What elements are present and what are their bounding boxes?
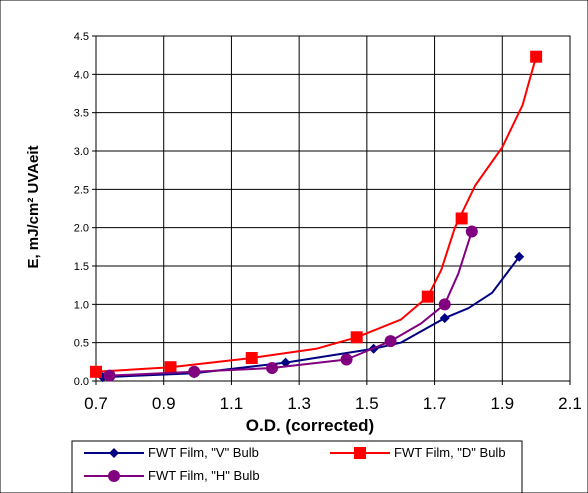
data-point xyxy=(103,369,116,382)
data-point xyxy=(266,361,279,374)
y-tick-label: 4.0 xyxy=(74,69,89,81)
legend-swatch-marker xyxy=(108,470,120,482)
legend: FWT Film, "V" Bulb FWT Film, "D" Bulb FWT … xyxy=(71,440,523,493)
legend-label: FWT Film, "D" Bulb xyxy=(394,445,506,460)
legend-swatch-marker xyxy=(109,448,119,458)
x-tick-label: 1.5 xyxy=(355,394,379,413)
y-tick-label: 0.0 xyxy=(74,376,89,388)
y-tick-label: 1.0 xyxy=(74,299,89,311)
data-point xyxy=(188,365,201,378)
data-point xyxy=(164,361,177,374)
legend-label: FWT Film, "H" Bulb xyxy=(148,468,260,483)
legend-swatch-marker xyxy=(354,447,366,459)
data-point xyxy=(350,331,363,344)
data-point xyxy=(90,365,102,378)
plot-area xyxy=(95,35,571,382)
x-tick-label: 1.1 xyxy=(220,394,244,413)
data-point xyxy=(340,353,353,366)
y-tick-label: 2.0 xyxy=(74,223,89,235)
y-tick-label: 4.5 xyxy=(74,31,89,43)
data-point xyxy=(280,357,291,368)
data-point xyxy=(530,50,543,63)
y-tick-label: 3.5 xyxy=(74,108,89,120)
y-tick-label: 2.5 xyxy=(74,184,89,196)
y-axis-ticks: 0.0 0.5 1.0 1.5 2.0 2.5 3.0 3.5 4.0 4.5 xyxy=(74,31,96,388)
data-point xyxy=(439,313,450,324)
y-tick-label: 1.5 xyxy=(74,261,89,273)
series-3 xyxy=(103,225,478,382)
data-point xyxy=(465,225,478,238)
data-point xyxy=(421,290,434,303)
data-point xyxy=(514,251,525,262)
chart-grid xyxy=(96,36,570,381)
x-axis-label: O.D. (corrected) xyxy=(246,416,374,435)
x-axis-ticks: 0.7 0.9 1.1 1.3 1.5 1.7 1.9 2.1 xyxy=(84,381,582,413)
data-point xyxy=(245,352,258,364)
x-tick-label: 1.3 xyxy=(287,394,311,413)
y-tick-label: 0.5 xyxy=(74,338,89,350)
series-2 xyxy=(90,50,543,378)
legend-label: FWT Film, "V" Bulb xyxy=(148,445,259,460)
y-axis-label: E, mJ/cm² UVAeit xyxy=(25,145,42,268)
series-layer xyxy=(90,50,543,383)
x-tick-label: 1.9 xyxy=(490,394,514,413)
data-point xyxy=(438,298,451,311)
legend-box xyxy=(71,440,523,493)
legend-entry: FWT Film, "V" Bulb xyxy=(84,445,259,460)
legend-entry: FWT Film, "D" Bulb xyxy=(330,445,506,460)
data-point xyxy=(384,335,397,348)
x-tick-label: 0.7 xyxy=(84,394,108,413)
data-point xyxy=(455,212,468,225)
x-tick-label: 1.7 xyxy=(423,394,447,413)
x-tick-label: 0.9 xyxy=(152,394,176,413)
y-tick-label: 3.0 xyxy=(74,146,89,158)
legend-entry: FWT Film, "H" Bulb xyxy=(84,468,260,483)
x-tick-label: 2.1 xyxy=(558,394,582,413)
